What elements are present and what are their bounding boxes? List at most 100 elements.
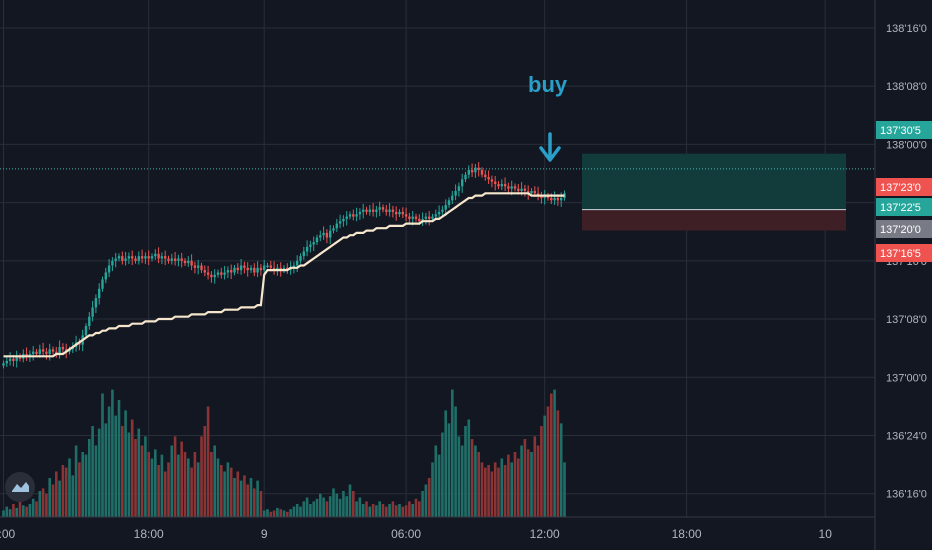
volume-bar — [22, 505, 25, 517]
candle-body — [309, 244, 312, 247]
volume-bar — [460, 445, 464, 517]
volume-bar — [520, 445, 523, 517]
volume-bar — [104, 423, 108, 517]
volume-bar — [286, 511, 289, 517]
candle-body — [124, 258, 127, 261]
volume-bar — [157, 465, 160, 517]
volume-bar — [173, 436, 177, 517]
price-badge-label-last: 137'20'0 — [880, 224, 921, 236]
candle-body — [150, 256, 154, 259]
candle-body — [352, 214, 355, 217]
volume-bar — [48, 478, 51, 517]
volume-bar — [259, 491, 263, 517]
volume-bar — [107, 406, 111, 517]
candle-body — [276, 267, 279, 271]
candle-body — [170, 258, 173, 261]
candle-body — [335, 223, 338, 229]
buy-annotation: buy — [528, 72, 568, 97]
volume-bar — [154, 449, 157, 517]
candle-body — [200, 265, 203, 271]
candle-body — [88, 316, 91, 327]
candle-body — [404, 214, 408, 217]
volume-bar — [266, 509, 269, 517]
volume-bar — [64, 467, 68, 517]
tradingview-logo[interactable] — [5, 472, 35, 502]
volume-bar — [124, 410, 127, 517]
candle-body — [249, 267, 253, 271]
candlesticks — [2, 162, 566, 369]
candle-body — [494, 181, 497, 184]
candle-body — [51, 349, 55, 352]
candle-body — [61, 346, 65, 350]
candle-body — [177, 258, 180, 261]
volume-bar — [111, 389, 114, 517]
volume-bar — [332, 488, 335, 517]
candle-body — [236, 267, 239, 271]
candle-body — [362, 209, 365, 212]
candle-body — [154, 253, 157, 257]
candle-body — [358, 211, 362, 215]
volume-bar — [51, 484, 55, 517]
volume-bar — [147, 452, 150, 517]
profit-target-zone[interactable] — [582, 153, 846, 210]
volume-bar — [229, 467, 233, 517]
volume-bar — [203, 426, 207, 517]
volume-bar — [279, 509, 282, 517]
candle-body — [220, 272, 223, 275]
candle-body — [230, 270, 233, 273]
candle-body — [355, 214, 358, 217]
volume-bar — [431, 462, 434, 517]
volume-bar — [470, 439, 474, 517]
volume-bar — [477, 452, 480, 517]
volume-bar — [302, 501, 306, 517]
candle-body — [329, 230, 332, 238]
candle-body — [15, 356, 18, 361]
volume-bar — [388, 504, 391, 517]
volume-bar — [385, 506, 388, 517]
x-tick-label: 10 — [819, 527, 833, 541]
volume-bar — [276, 507, 279, 517]
volume-bar — [467, 419, 471, 517]
candle-body — [536, 193, 540, 196]
arrow-head — [539, 146, 561, 162]
volume-bar — [121, 426, 124, 517]
volume-bar — [368, 506, 372, 517]
candle-body — [388, 209, 391, 212]
volume-bar — [378, 501, 381, 517]
volume-bar — [503, 465, 507, 517]
price-badge-label-entry: 137'23'0 — [880, 182, 921, 194]
price-badge-stop — [876, 244, 932, 262]
volume-bar — [526, 449, 530, 517]
volume-bar — [434, 445, 438, 517]
candle-body — [134, 258, 137, 261]
candle-body — [543, 195, 546, 198]
volume-bar — [484, 467, 487, 517]
volume-bar — [58, 480, 61, 517]
volume-bar — [246, 484, 249, 517]
candle-body — [398, 211, 401, 215]
candle-body — [282, 267, 286, 271]
position-zones[interactable] — [582, 153, 846, 231]
candle-body — [490, 179, 494, 182]
candle-body — [259, 267, 263, 271]
volume-bar — [84, 454, 88, 517]
y-tick-label: 136'16'0 — [886, 489, 927, 501]
candle-body — [216, 272, 220, 275]
volume-bar — [342, 491, 345, 517]
candle-body — [391, 209, 395, 212]
candle-body — [41, 349, 45, 352]
volume-bar — [500, 458, 504, 517]
candle-body — [500, 183, 503, 187]
volume-bar — [269, 511, 273, 517]
candle-body — [266, 265, 269, 267]
candle-body — [253, 267, 256, 273]
candle-body — [322, 232, 325, 236]
stop-loss-zone[interactable] — [582, 209, 846, 231]
volume-bar — [335, 493, 339, 517]
volume-bar — [253, 488, 256, 517]
volume-bar — [381, 504, 385, 517]
volume-bar — [540, 426, 543, 517]
